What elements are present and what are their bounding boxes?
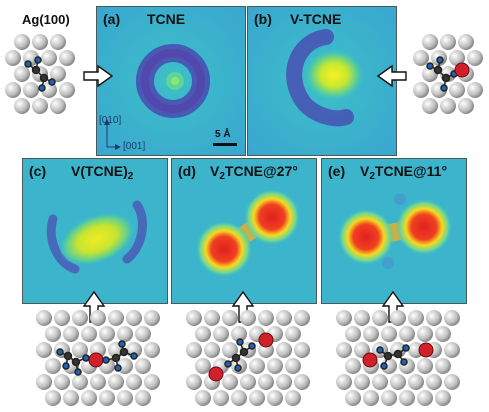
arrow-left-icon [376, 64, 407, 88]
panel-d-label: (d) [178, 163, 196, 179]
vanadium-atom-2 [258, 332, 274, 348]
panel-b-title: V-TCNE [290, 11, 342, 27]
axis-001-label: [001] [123, 141, 146, 152]
stm-image-a [97, 7, 245, 155]
stm-image-b [248, 7, 396, 155]
panel-b-label: (b) [254, 11, 272, 27]
panel-a-title: TCNE [147, 11, 186, 27]
panel-e-label: (e) [328, 163, 346, 179]
panel-c-title: V(TCNE)2 [71, 163, 133, 182]
silver-atoms [186, 310, 310, 406]
silver-atoms [413, 34, 483, 114]
scale-bar-label: 5 Å [215, 129, 231, 140]
model-v2tcne-11-on-ag100 [336, 310, 460, 406]
crystal-axes [104, 119, 121, 150]
tcne-molecule [24, 56, 56, 92]
panel-c-title-main: V(TCNE) [71, 163, 128, 179]
panel-d-v2tcne-27: (d) V2TCNE@27° [171, 158, 317, 304]
model-v-tcne-on-ag100 [413, 34, 483, 114]
tcne-molecule-left [56, 348, 90, 376]
vanadium-atom-1 [208, 366, 224, 382]
panel-d-title-tail: TCNE@27° [224, 163, 298, 179]
panel-d-title-sub: 2 [219, 171, 225, 182]
vanadium-atom-1 [362, 352, 378, 368]
model-v2tcne-27-on-ag100 [186, 310, 310, 406]
tcne-molecule-right [102, 340, 138, 372]
axis-010-label: [010] [99, 115, 122, 126]
tcne-molecule [376, 344, 410, 370]
panel-c-title-sub: 2 [127, 171, 134, 182]
stm-image-d [172, 159, 316, 303]
silver-atoms [36, 310, 160, 406]
stm-image-e [322, 159, 466, 303]
panel-a-tcne: (a) TCNE [010] [001] 5 Å [96, 6, 246, 156]
silver-atoms [336, 310, 460, 406]
panel-c-v-tcne2: (c) V(TCNE)2 [22, 158, 168, 304]
substrate-label: Ag(100) [22, 12, 70, 27]
model-v-tcne2-on-ag100 [36, 310, 160, 406]
arrow-right-icon [83, 64, 114, 88]
panel-d-title-main: V [210, 163, 220, 179]
tcne-molecule [426, 56, 458, 92]
panel-e-title-tail: TCNE@11° [374, 163, 448, 179]
panel-e-title-main: V [360, 163, 370, 179]
panel-c-label: (c) [29, 163, 47, 179]
panel-e-title-sub: 2 [369, 171, 375, 182]
scale-bar [213, 143, 237, 146]
panel-e-v2tcne-11: (e) V2TCNE@11° [321, 158, 467, 304]
panel-d-title: V2TCNE@27° [210, 163, 298, 182]
model-tcne-on-ag100 [5, 34, 75, 114]
panel-b-v-tcne: (b) V-TCNE [247, 6, 397, 156]
tcne-molecule [224, 338, 256, 372]
vanadium-atom [88, 352, 104, 368]
panel-a-label: (a) [103, 11, 121, 27]
panel-e-title: V2TCNE@11° [360, 163, 447, 182]
vanadium-atom-2 [418, 342, 434, 358]
vanadium-atom [454, 62, 470, 78]
stm-image-c [23, 159, 167, 303]
